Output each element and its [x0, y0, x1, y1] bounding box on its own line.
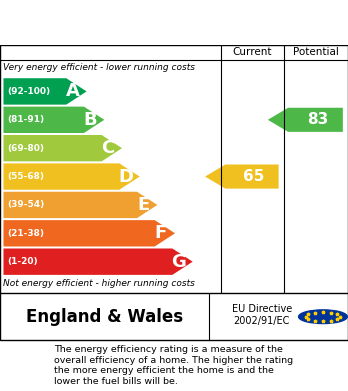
Text: (92-100): (92-100) — [7, 87, 50, 96]
Polygon shape — [3, 163, 140, 190]
Polygon shape — [205, 165, 279, 188]
Polygon shape — [3, 107, 104, 133]
Circle shape — [299, 310, 347, 324]
Polygon shape — [3, 220, 175, 246]
Text: (69-80): (69-80) — [7, 143, 44, 152]
Text: England & Wales: England & Wales — [26, 308, 183, 326]
Text: D: D — [118, 168, 133, 186]
Polygon shape — [3, 78, 87, 105]
Bar — [0, 293, 348, 340]
Text: (55-68): (55-68) — [7, 172, 44, 181]
Text: C: C — [101, 139, 114, 157]
Polygon shape — [3, 135, 122, 161]
Text: (21-38): (21-38) — [7, 229, 44, 238]
Text: The energy efficiency rating is a measure of the
overall efficiency of a home. T: The energy efficiency rating is a measur… — [54, 346, 294, 386]
Text: 65: 65 — [243, 169, 265, 184]
Text: G: G — [171, 253, 186, 271]
Text: A: A — [65, 83, 79, 100]
Text: (1-20): (1-20) — [7, 257, 38, 266]
Polygon shape — [268, 108, 343, 132]
Text: Energy Efficiency Rating: Energy Efficiency Rating — [50, 13, 298, 32]
Text: (39-54): (39-54) — [7, 201, 44, 210]
Polygon shape — [3, 249, 193, 275]
Text: (81-91): (81-91) — [7, 115, 44, 124]
Text: B: B — [83, 111, 97, 129]
Text: E: E — [137, 196, 149, 214]
Text: F: F — [155, 224, 167, 242]
Text: Not energy efficient - higher running costs: Not energy efficient - higher running co… — [3, 279, 195, 288]
Text: Current: Current — [232, 47, 272, 57]
Text: EU Directive
2002/91/EC: EU Directive 2002/91/EC — [231, 304, 292, 326]
Text: 83: 83 — [307, 112, 328, 127]
Text: Potential: Potential — [293, 47, 339, 57]
Polygon shape — [3, 192, 157, 218]
Text: Very energy efficient - lower running costs: Very energy efficient - lower running co… — [3, 63, 196, 72]
